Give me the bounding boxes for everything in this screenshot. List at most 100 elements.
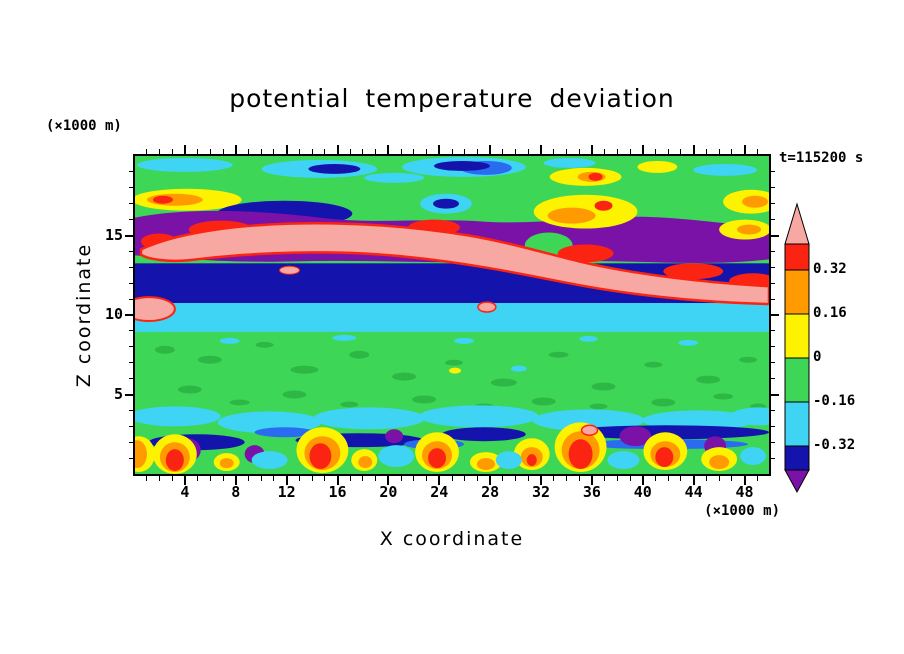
contour-field xyxy=(135,156,769,474)
x-tick-label: 28 xyxy=(481,483,500,501)
x-tick xyxy=(565,476,567,481)
x-tick xyxy=(527,149,529,154)
colorbar-label: -0.16 xyxy=(813,393,856,409)
x-tick-label: 16 xyxy=(328,483,347,501)
z-tick xyxy=(770,314,779,316)
x-tick xyxy=(489,476,492,485)
x-tick xyxy=(705,476,707,481)
y-tick-label: 15 xyxy=(104,225,123,244)
y-tick-label: 5 xyxy=(113,384,123,403)
x-tick xyxy=(298,476,300,481)
x-tick xyxy=(641,145,644,154)
z-tick xyxy=(129,171,134,173)
x-tick xyxy=(590,476,593,485)
x-tick xyxy=(426,476,428,481)
x-tick xyxy=(540,476,543,485)
z-tick xyxy=(129,441,134,443)
x-tick xyxy=(273,476,275,481)
x-tick xyxy=(298,149,300,154)
x-tick xyxy=(234,145,237,154)
x-tick xyxy=(451,476,453,481)
wave-bands xyxy=(135,188,769,332)
x-tick xyxy=(616,476,618,481)
x-tick xyxy=(349,149,351,154)
x-tick xyxy=(692,476,695,485)
x-tick xyxy=(324,149,326,154)
x-tick xyxy=(311,149,313,154)
x-tick xyxy=(400,149,402,154)
z-tick xyxy=(129,425,134,427)
x-tick xyxy=(426,149,428,154)
x-tick xyxy=(311,476,313,481)
x-tick xyxy=(718,476,720,481)
z-tick xyxy=(770,378,775,380)
x-tick-label: 36 xyxy=(582,483,601,501)
x-tick xyxy=(273,149,275,154)
x-tick xyxy=(655,149,657,154)
x-axis-title: X coordinate xyxy=(379,528,525,550)
x-tick-label: 24 xyxy=(430,483,449,501)
colorbar xyxy=(784,202,810,494)
x-tick xyxy=(438,476,441,485)
x-tick-label: 40 xyxy=(633,483,652,501)
x-tick xyxy=(489,145,492,154)
x-axis-units-label: (×1000 m) xyxy=(704,503,780,519)
z-tick xyxy=(770,393,779,396)
x-tick xyxy=(655,476,657,481)
x-tick xyxy=(285,145,288,154)
colorbar-segment-cyan xyxy=(784,401,810,447)
x-tick xyxy=(171,476,173,481)
x-tick xyxy=(197,476,199,481)
x-tick xyxy=(285,476,288,485)
x-tick xyxy=(413,476,415,481)
x-tick xyxy=(158,149,160,154)
x-tick-label: 20 xyxy=(379,483,398,501)
x-tick xyxy=(260,149,262,154)
x-tick xyxy=(158,476,160,481)
z-tick xyxy=(770,171,775,173)
x-tick xyxy=(476,476,478,481)
x-tick xyxy=(515,476,517,481)
x-tick xyxy=(234,476,237,485)
x-tick xyxy=(641,476,644,485)
x-tick xyxy=(692,145,695,154)
x-tick xyxy=(464,476,466,481)
x-tick-label: 48 xyxy=(735,483,754,501)
mid-level-speckles xyxy=(154,334,767,410)
x-tick xyxy=(387,145,390,154)
z-tick xyxy=(125,393,134,396)
x-tick xyxy=(183,476,186,485)
z-tick xyxy=(129,282,134,284)
z-tick xyxy=(129,203,134,205)
colorbar-arrow-over xyxy=(784,202,810,245)
x-tick xyxy=(553,149,555,154)
x-tick xyxy=(667,149,669,154)
colorbar-segment-navy xyxy=(784,445,810,471)
x-tick xyxy=(756,476,758,481)
z-tick xyxy=(770,441,775,443)
x-tick xyxy=(197,149,199,154)
x-tick xyxy=(222,149,224,154)
x-tick xyxy=(629,476,631,481)
x-tick xyxy=(680,476,682,481)
x-tick xyxy=(553,476,555,481)
z-tick xyxy=(770,266,775,268)
x-tick xyxy=(464,149,466,154)
z-tick xyxy=(129,250,134,252)
z-tick xyxy=(770,457,775,459)
z-tick xyxy=(129,266,134,268)
z-tick xyxy=(770,362,775,364)
chart-title: potential temperature deviation xyxy=(229,84,675,113)
x-tick xyxy=(247,149,249,154)
x-tick xyxy=(756,149,758,154)
x-tick xyxy=(680,149,682,154)
x-tick xyxy=(731,149,733,154)
x-tick xyxy=(387,476,390,485)
z-tick xyxy=(129,378,134,380)
x-tick xyxy=(502,476,504,481)
x-tick xyxy=(171,149,173,154)
x-tick xyxy=(336,476,339,485)
time-label: t=115200 s xyxy=(779,150,864,166)
x-tick xyxy=(616,149,618,154)
z-tick xyxy=(770,425,775,427)
